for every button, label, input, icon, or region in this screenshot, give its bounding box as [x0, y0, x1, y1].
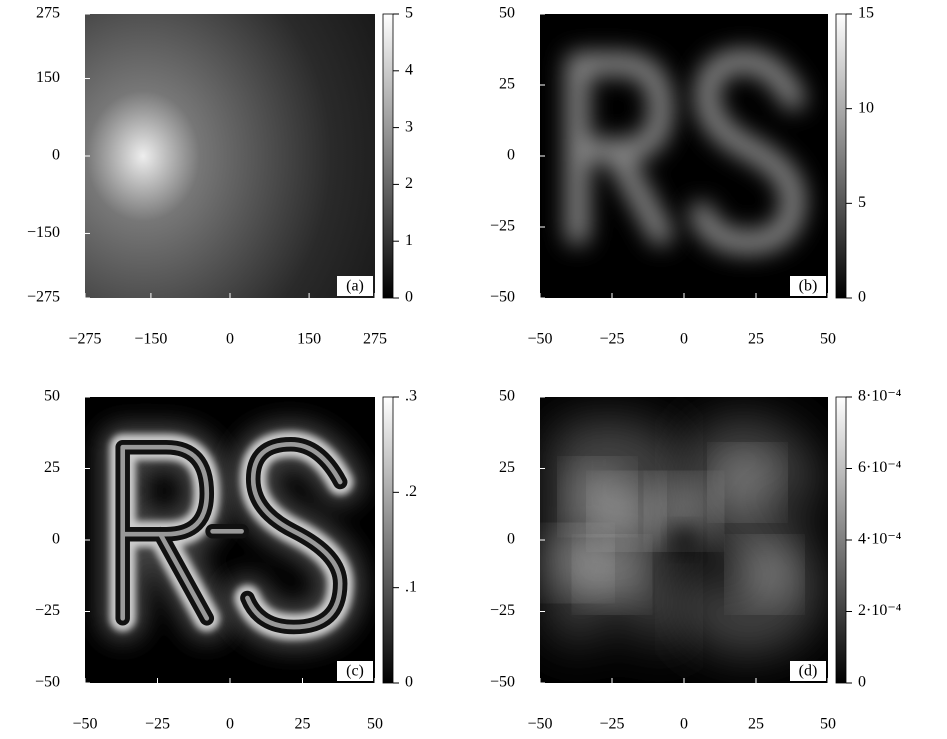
colorbar: [836, 14, 846, 298]
x-tick-label: 275: [363, 331, 387, 348]
colorbar-tick-label: .1: [405, 578, 417, 595]
y-tick-label: 150: [36, 69, 60, 86]
x-tick-label: −25: [599, 331, 624, 348]
colorbar-tick-label: 4: [405, 61, 413, 78]
bright-blob: [606, 491, 646, 531]
x-tick-label: 50: [367, 716, 383, 733]
colorbar-tick-label: 0: [405, 674, 413, 691]
colorbar: [836, 397, 846, 683]
x-tick-label: 25: [748, 716, 764, 733]
colorbar-tick-label: 2·10⁻⁴: [858, 602, 902, 619]
y-tick-label: −25: [490, 602, 515, 619]
y-tick-label: 25: [499, 76, 515, 93]
y-tick-label: −275: [27, 289, 60, 306]
y-tick-label: 50: [499, 5, 515, 22]
y-tick-label: −25: [35, 602, 60, 619]
colorbar: [383, 397, 393, 683]
x-tick-label: 50: [820, 331, 836, 348]
y-tick-label: −25: [490, 218, 515, 235]
panel-label: (b): [799, 278, 818, 295]
bright-blob: [744, 554, 784, 594]
bright-blob: [592, 554, 632, 594]
x-tick-label: 25: [295, 716, 311, 733]
x-tick-label: 50: [820, 716, 836, 733]
x-tick-label: 0: [680, 716, 688, 733]
y-tick-label: 25: [44, 459, 60, 476]
colorbar: [383, 14, 393, 298]
x-tick-label: −25: [145, 716, 170, 733]
y-tick-label: 50: [499, 388, 515, 405]
colorbar-tick-label: 6·10⁻⁴: [858, 459, 902, 476]
bright-blob: [554, 543, 594, 583]
y-tick-label: −50: [490, 674, 515, 691]
colorbar-tick-label: 0: [405, 289, 413, 306]
panel-label: (c): [346, 663, 364, 680]
y-tick-label: −50: [490, 289, 515, 306]
colorbar-tick-label: 8·10⁻⁴: [858, 388, 902, 405]
colorbar-tick-label: 15: [858, 5, 874, 22]
colorbar-tick-label: 2: [405, 175, 413, 192]
x-tick-label: −50: [527, 716, 552, 733]
colorbar-tick-label: 0: [858, 674, 866, 691]
y-tick-label: 0: [52, 531, 60, 548]
y-tick-label: 0: [507, 147, 515, 164]
x-tick-label: 150: [297, 331, 321, 348]
x-tick-label: −25: [599, 716, 624, 733]
y-tick-label: 50: [44, 388, 60, 405]
y-tick-label: 275: [36, 5, 60, 22]
dark-blob: [672, 528, 695, 551]
colorbar-tick-label: .3: [405, 388, 417, 405]
x-tick-label: −50: [72, 716, 97, 733]
bright-blob: [727, 462, 767, 502]
x-tick-label: 0: [226, 331, 234, 348]
colorbar-tick-label: 3: [405, 118, 413, 135]
bright-blob: [664, 491, 704, 531]
colorbar-tick-label: .2: [405, 483, 417, 500]
colorbar-tick-label: 10: [858, 99, 874, 116]
colorbar-tick-label: 5: [405, 5, 413, 22]
colorbar-tick-label: 5: [858, 194, 866, 211]
colorbar-tick-label: 4·10⁻⁴: [858, 531, 902, 548]
panel-label: (a): [346, 278, 364, 295]
y-tick-label: −150: [27, 224, 60, 241]
x-tick-label: −150: [134, 331, 167, 348]
colorbar-tick-label: 0: [858, 289, 866, 306]
y-tick-label: 0: [52, 147, 60, 164]
colorbar-tick-label: 1: [405, 232, 413, 249]
y-tick-label: 25: [499, 459, 515, 476]
x-tick-label: −50: [527, 331, 552, 348]
y-tick-label: −50: [35, 674, 60, 691]
y-tick-label: 0: [507, 531, 515, 548]
figure: −275−1500150275−275−1500150275(a)012345−…: [0, 0, 947, 739]
panel-label: (d): [799, 663, 818, 680]
x-tick-label: −275: [68, 331, 101, 348]
x-tick-label: 25: [748, 331, 764, 348]
x-tick-label: 0: [226, 716, 234, 733]
x-tick-label: 0: [680, 331, 688, 348]
